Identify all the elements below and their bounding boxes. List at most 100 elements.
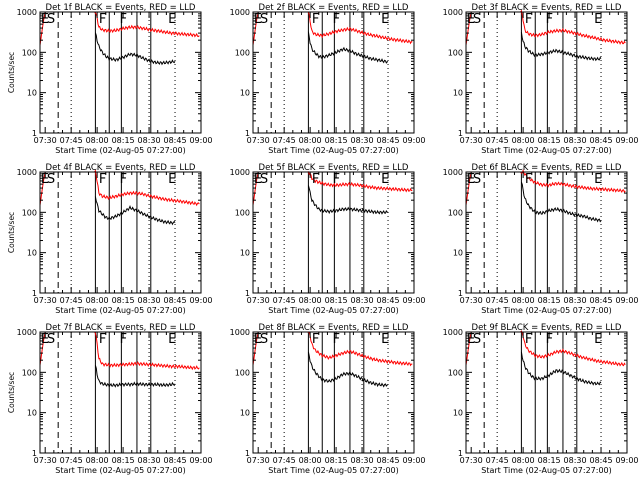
x-tick-label: 08:15 — [538, 296, 561, 305]
y-tick-label: 1000 — [17, 8, 37, 17]
series-events — [94, 32, 176, 66]
x-tick-label: 08:15 — [538, 136, 561, 145]
x-tick-label: 07:30 — [460, 456, 483, 465]
x-tick-label: 07:45 — [60, 456, 83, 465]
event-letter: E — [41, 172, 49, 187]
y-tick-label: 100 — [235, 48, 250, 57]
x-tick-label: 08:30 — [564, 136, 587, 145]
panel-6: 1 10 100 1000 07:30 07:45 08:00 08:15 08:30 08:45… — [443, 163, 639, 315]
event-letter: F — [546, 172, 553, 187]
x-tick-label: 08:30 — [138, 136, 161, 145]
event-letter: F — [333, 172, 340, 187]
panel-title: Det 4f BLACK = Events, RED = LLD — [46, 163, 196, 173]
event-letter: E — [168, 172, 176, 187]
x-axis-label: Start Time (02-Aug-05 07:27:00) — [55, 146, 186, 155]
x-tick-label: 08:00 — [86, 456, 109, 465]
x-tick-label: 08:30 — [564, 296, 587, 305]
x-axis-label: Start Time (02-Aug-05 07:27:00) — [481, 306, 612, 315]
y-tick-label: 1 — [245, 289, 250, 298]
event-letter: E — [381, 172, 389, 187]
x-tick-label: 08:15 — [112, 296, 135, 305]
y-tick-label: 1000 — [230, 8, 250, 17]
y-tick-label: 1000 — [230, 328, 250, 337]
x-tick-label: 08:00 — [512, 296, 535, 305]
x-tick-label: 08:45 — [590, 296, 613, 305]
x-tick-label: 07:45 — [273, 456, 296, 465]
event-letter: E — [594, 172, 602, 187]
panel-7: 1 10 100 1000 07:30 07:45 08:00 08:15 08:30 08:45… — [7, 323, 213, 475]
x-tick-label: 08:15 — [112, 136, 135, 145]
panel-5: 1 10 100 1000 07:30 07:45 08:00 08:15 08:30 08:45… — [230, 163, 426, 315]
event-letter: F — [525, 172, 532, 187]
x-tick-label: 07:45 — [486, 456, 509, 465]
y-tick-label: 10 — [453, 409, 463, 418]
plot-frame — [252, 171, 415, 294]
event-letter: F — [546, 332, 553, 347]
plot-frame — [465, 11, 628, 134]
x-tick-label: 07:30 — [34, 456, 57, 465]
panel-title: Det 6f BLACK = Events, RED = LLD — [472, 163, 622, 173]
y-tick-label: 1000 — [17, 328, 37, 337]
event-letter: F — [312, 172, 319, 187]
panel-8: 1 10 100 1000 07:30 07:45 08:00 08:15 08:30 08:45… — [230, 323, 426, 475]
x-tick-label: 08:00 — [299, 296, 322, 305]
event-letter: S — [260, 12, 268, 27]
y-tick-label: 1000 — [230, 168, 250, 177]
x-tick-label: 07:30 — [247, 296, 270, 305]
event-letter: E — [254, 12, 262, 27]
series-events — [94, 365, 176, 388]
y-tick-label: 100 — [448, 208, 463, 217]
y-tick-label: 1000 — [17, 168, 37, 177]
series-events — [520, 181, 602, 223]
y-tick-label: 10 — [240, 409, 250, 418]
series-events — [520, 32, 602, 62]
series-events — [94, 196, 176, 226]
x-tick-label: 08:00 — [299, 136, 322, 145]
event-letter: E — [467, 172, 475, 187]
event-letter: E — [467, 12, 475, 27]
event-letter: S — [473, 12, 481, 27]
x-tick-label: 08:00 — [299, 456, 322, 465]
x-tick-label: 07:30 — [460, 136, 483, 145]
x-tick-label: 08:15 — [325, 296, 348, 305]
plot-frame — [465, 171, 628, 294]
x-axis-label: Start Time (02-Aug-05 07:27:00) — [268, 466, 399, 475]
x-axis-label: Start Time (02-Aug-05 07:27:00) — [481, 466, 612, 475]
y-tick-label: 1 — [32, 449, 37, 458]
y-tick-label: 10 — [453, 249, 463, 258]
event-letter: F — [120, 172, 127, 187]
y-tick-label: 100 — [22, 208, 37, 217]
event-letter: E — [41, 12, 49, 27]
series-events — [307, 31, 389, 64]
event-letter: S — [473, 172, 481, 187]
x-tick-label: 08:30 — [351, 136, 374, 145]
y-tick-label: 100 — [448, 48, 463, 57]
plot-frame — [252, 11, 415, 134]
x-tick-label: 09:00 — [615, 456, 638, 465]
x-tick-label: 09:00 — [189, 136, 212, 145]
y-tick-label: 1000 — [443, 168, 463, 177]
panel-title: Det 7f BLACK = Events, RED = LLD — [46, 323, 196, 333]
panel-title: Det 1f BLACK = Events, RED = LLD — [46, 3, 196, 13]
x-tick-label: 08:00 — [512, 136, 535, 145]
x-tick-label: 08:15 — [112, 456, 135, 465]
x-tick-label: 07:30 — [34, 136, 57, 145]
x-axis-label: Start Time (02-Aug-05 07:27:00) — [268, 146, 399, 155]
y-tick-label: 1000 — [443, 8, 463, 17]
x-tick-label: 08:00 — [512, 456, 535, 465]
event-letter: S — [260, 332, 268, 347]
y-tick-label: 100 — [22, 368, 37, 377]
y-tick-label: 10 — [240, 249, 250, 258]
x-axis-label: Start Time (02-Aug-05 07:27:00) — [55, 306, 186, 315]
event-letter: E — [254, 332, 262, 347]
panel-title: Det 3f BLACK = Events, RED = LLD — [472, 3, 622, 13]
series-events — [307, 351, 389, 388]
y-tick-label: 1 — [458, 289, 463, 298]
x-tick-label: 07:45 — [273, 136, 296, 145]
x-tick-label: 08:30 — [351, 456, 374, 465]
event-letter: F — [312, 332, 319, 347]
x-tick-label: 09:00 — [189, 296, 212, 305]
event-letter: F — [525, 332, 532, 347]
x-tick-label: 08:30 — [564, 456, 587, 465]
